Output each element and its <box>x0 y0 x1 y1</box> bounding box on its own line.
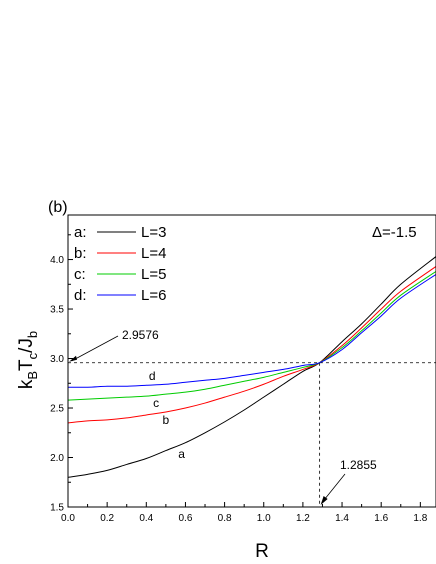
x-axis-title: R <box>255 541 269 562</box>
arrowhead-x <box>320 496 328 505</box>
annotation-x-value: 1.2855 <box>340 458 377 472</box>
y-tick-label: 1.5 <box>50 503 64 514</box>
y-title-k: k <box>16 379 37 389</box>
legend-label-c: L=5 <box>141 266 166 283</box>
y-title-sub-b2: b <box>25 331 40 338</box>
legend-label-a: L=3 <box>141 224 166 241</box>
series-line-d <box>68 273 436 388</box>
series-line-b <box>68 266 436 424</box>
x-tick-label: 1.8 <box>413 513 427 524</box>
legend: a: L=3 b: L=4 c: L=5 d: L=6 <box>74 224 166 304</box>
curves <box>68 256 436 478</box>
curve-label-d: d <box>149 369 156 383</box>
curve-label-a: a <box>178 447 185 461</box>
y-title-slash-j: /J <box>16 338 37 353</box>
y-tick-label: 2.0 <box>50 453 64 464</box>
legend-prefix-c: c: <box>74 266 86 283</box>
x-tick-label: 0.8 <box>218 513 232 524</box>
series-line-a <box>68 256 436 478</box>
y-tick-label: 3.5 <box>50 305 64 316</box>
legend-prefix-a: a: <box>74 224 87 241</box>
annotation-arrow-y <box>71 335 119 362</box>
plot-frame <box>67 214 436 508</box>
y-axis: 1.5 2.0 2.5 3.0 3.5 4.0 <box>50 234 73 514</box>
delta-annotation: Δ=-1.5 <box>372 224 417 241</box>
x-tick-label: 0.2 <box>100 513 114 524</box>
x-tick-label: 0.6 <box>178 513 192 524</box>
y-tick-label: 2.5 <box>50 404 64 415</box>
legend-label-d: L=6 <box>141 287 166 304</box>
curve-labels: a bcd <box>149 369 185 461</box>
x-tick-label: 0.4 <box>139 513 153 524</box>
y-tick-label: 4.0 <box>50 255 64 266</box>
y-axis-title: kBTc/Jb <box>16 331 40 389</box>
legend-prefix-d: d: <box>74 287 87 304</box>
panel-label: (b) <box>48 199 68 216</box>
x-axis: 0.0 0.2 0.4 0.6 0.8 1.0 1.2 1.4 1.6 1.8 <box>61 502 428 524</box>
x-tick-label: 1.0 <box>257 513 271 524</box>
annotation-y-value: 2.9576 <box>122 328 159 342</box>
x-tick-label: 1.4 <box>335 513 349 524</box>
curve-label-c: c <box>153 396 159 410</box>
arrowhead-y <box>69 355 77 362</box>
reference-lines <box>68 362 436 507</box>
series-line-c <box>68 271 436 401</box>
x-tick-label: 0.0 <box>61 513 75 524</box>
legend-label-b: L=4 <box>141 245 166 262</box>
y-tick-label: 3.0 <box>50 354 64 365</box>
y-title-sub-b: B <box>25 371 40 380</box>
legend-prefix-b: b: <box>74 245 87 262</box>
curve-label-b: b <box>163 413 170 427</box>
y-title-t: T <box>16 359 37 371</box>
annotations: 2.9576 1.2855 <box>69 328 377 505</box>
x-tick-label: 1.6 <box>374 513 388 524</box>
y-title-sub-c: c <box>25 352 40 359</box>
x-tick-label: 1.2 <box>296 513 310 524</box>
